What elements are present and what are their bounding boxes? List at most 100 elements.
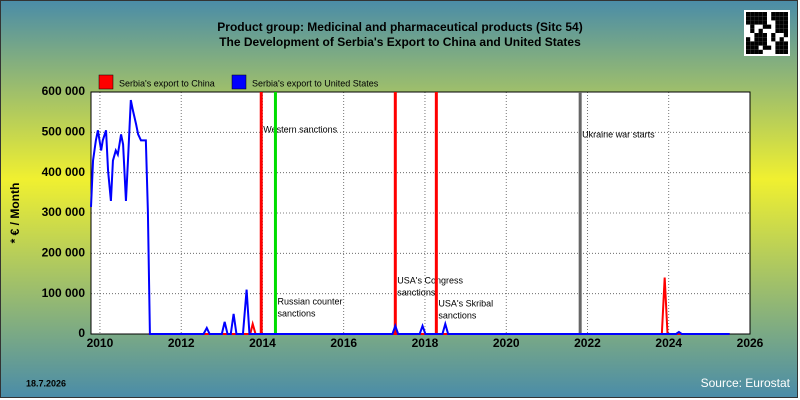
y-tick-label: 600 000 bbox=[42, 84, 86, 98]
qr-cell bbox=[746, 12, 751, 17]
event-label: USA's Skribal bbox=[438, 298, 493, 308]
qr-cell bbox=[762, 33, 767, 38]
plot-area bbox=[91, 92, 750, 334]
qr-cell bbox=[771, 37, 776, 42]
qr-cell bbox=[746, 16, 751, 21]
qr-cell bbox=[762, 20, 767, 25]
qr-cell bbox=[750, 20, 755, 25]
qr-cell bbox=[779, 41, 784, 46]
qr-cell bbox=[775, 12, 780, 17]
x-tick-label: 2010 bbox=[87, 336, 114, 350]
qr-cell bbox=[758, 12, 763, 17]
qr-cell bbox=[758, 20, 763, 25]
qr-cell bbox=[746, 45, 751, 50]
y-axis-label: * € / Month bbox=[8, 183, 22, 244]
qr-cell bbox=[775, 24, 780, 29]
qr-cell bbox=[758, 49, 763, 54]
event-label: Ukraine war starts bbox=[582, 129, 655, 139]
qr-cell bbox=[754, 41, 759, 46]
qr-cell bbox=[750, 24, 755, 29]
y-tick-label: 200 000 bbox=[42, 246, 86, 260]
qr-cell bbox=[762, 16, 767, 21]
qr-cell bbox=[783, 24, 788, 29]
qr-cell bbox=[754, 45, 759, 50]
qr-cell bbox=[783, 16, 788, 21]
qr-cell bbox=[762, 37, 767, 42]
qr-cell bbox=[783, 20, 788, 25]
event-label: USA's Congress bbox=[397, 275, 463, 285]
y-tick-label: 100 000 bbox=[42, 286, 86, 300]
y-tick-label: 400 000 bbox=[42, 165, 86, 179]
qr-cell bbox=[754, 37, 759, 42]
qr-cell bbox=[758, 33, 763, 38]
qr-cell bbox=[775, 49, 780, 54]
qr-code bbox=[744, 10, 790, 56]
legend-swatch bbox=[231, 74, 247, 90]
qr-cell bbox=[754, 33, 759, 38]
qr-cell bbox=[775, 41, 780, 46]
x-tick-label: 2014 bbox=[249, 336, 276, 350]
qr-cell bbox=[775, 20, 780, 25]
qr-cell bbox=[779, 49, 784, 54]
qr-cell bbox=[746, 37, 751, 42]
x-tick-label: 2022 bbox=[574, 336, 601, 350]
qr-cell bbox=[762, 24, 767, 29]
qr-cell bbox=[779, 24, 784, 29]
x-tick-label: 2026 bbox=[737, 336, 764, 350]
qr-cell bbox=[783, 49, 788, 54]
x-tick-label: 2020 bbox=[493, 336, 520, 350]
event-label: sanctions bbox=[397, 287, 436, 297]
qr-cell bbox=[783, 12, 788, 17]
qr-cell bbox=[762, 45, 767, 50]
qr-cell bbox=[754, 20, 759, 25]
y-tick-label: 0 bbox=[78, 326, 85, 340]
series-line bbox=[90, 99, 730, 335]
qr-cell bbox=[758, 16, 763, 21]
qr-cell bbox=[779, 37, 784, 42]
legend-label: Serbia's export to China bbox=[119, 78, 215, 88]
x-tick-label: 2016 bbox=[330, 336, 357, 350]
x-tick-label: 2018 bbox=[412, 336, 439, 350]
qr-cell bbox=[762, 41, 767, 46]
qr-cell bbox=[775, 28, 780, 33]
qr-cell bbox=[754, 12, 759, 17]
qr-cell bbox=[746, 49, 751, 54]
x-tick-label: 2024 bbox=[655, 336, 682, 350]
legend-swatch bbox=[98, 74, 114, 90]
qr-cell bbox=[771, 16, 776, 21]
date: 18.7.2026 bbox=[26, 378, 66, 388]
qr-cell bbox=[758, 41, 763, 46]
qr-cell bbox=[750, 16, 755, 21]
qr-cell bbox=[775, 16, 780, 21]
qr-cell bbox=[754, 49, 759, 54]
qr-cell bbox=[783, 28, 788, 33]
qr-cell bbox=[758, 37, 763, 42]
qr-cell bbox=[779, 28, 784, 33]
qr-cell bbox=[779, 20, 784, 25]
qr-cell bbox=[783, 45, 788, 50]
qr-cell bbox=[746, 41, 751, 46]
qr-cell bbox=[758, 28, 763, 33]
qr-cell bbox=[767, 24, 772, 29]
source: Source: Eurostat bbox=[701, 376, 791, 390]
qr-cell bbox=[754, 16, 759, 21]
chart-title: Product group: Medicinal and pharmaceuti… bbox=[217, 20, 582, 34]
chart-subtitle: The Development of Serbia's Export to Ch… bbox=[219, 35, 581, 49]
qr-cell bbox=[779, 12, 784, 17]
qr-cell bbox=[762, 12, 767, 17]
qr-cell bbox=[779, 45, 784, 50]
legend-label: Serbia's export to United States bbox=[252, 78, 379, 88]
y-tick-label: 300 000 bbox=[42, 205, 86, 219]
event-label: sanctions bbox=[438, 310, 477, 320]
qr-cell bbox=[750, 28, 755, 33]
event-label: Russian counter bbox=[277, 296, 342, 306]
qr-cell bbox=[750, 45, 755, 50]
event-label: Western sanctions bbox=[263, 124, 337, 134]
qr-cell bbox=[750, 12, 755, 17]
y-tick-label: 500 000 bbox=[42, 125, 86, 139]
qr-cell bbox=[767, 45, 772, 50]
qr-cell bbox=[783, 41, 788, 46]
qr-cell bbox=[771, 12, 776, 17]
qr-cell bbox=[771, 33, 776, 38]
qr-cell bbox=[750, 49, 755, 54]
